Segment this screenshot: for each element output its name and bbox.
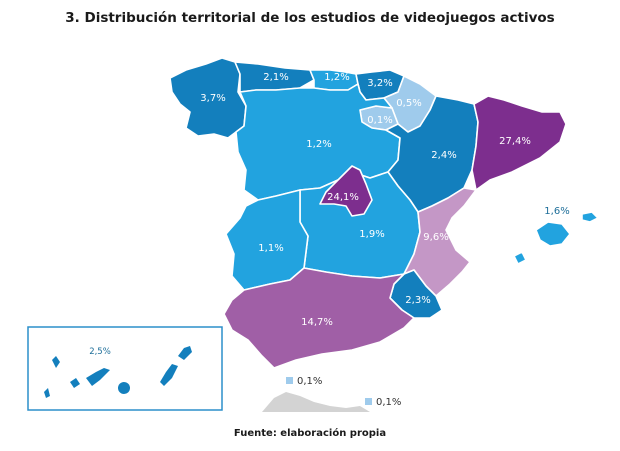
label-canarias: 2,5% [89,347,111,357]
region-ceuta-melilla-area [262,392,370,412]
canarias-inset-box [27,326,223,411]
region-baleares [513,211,599,265]
label-andalucia: 14,7% [301,317,333,328]
region-madrid [319,165,373,217]
label-castilla-leon: 1,2% [306,139,331,150]
map-title: 3. Distribución territorial de los estud… [65,10,555,26]
label-aragon: 2,4% [431,150,456,161]
label-cataluna: 27,4% [499,136,531,147]
label-baleares: 1,6% [544,206,569,217]
label-la-rioja: 0,1% [367,115,392,126]
label-ceuta: 0,1% [297,376,322,387]
label-navarra: 0,5% [396,98,421,109]
label-murcia: 2,3% [405,295,430,306]
label-asturias: 2,1% [263,72,288,83]
label-pais-vasco: 3,2% [367,78,392,89]
label-melilla: 0,1% [376,397,401,408]
source-note: Fuente: elaboración propia [233,428,387,439]
melilla-marker [365,398,372,405]
region-andalucia [223,267,415,369]
ceuta-marker [286,377,293,384]
label-valenciana: 9,6% [423,232,448,243]
label-galicia: 3,7% [200,93,225,104]
label-castilla-la-mancha: 1,9% [359,229,384,240]
label-madrid: 24,1% [327,192,359,203]
region-canarias [44,346,192,398]
label-cantabria: 1,2% [324,72,349,83]
label-extremadura: 1,1% [258,243,283,254]
region-cataluna [471,95,567,191]
